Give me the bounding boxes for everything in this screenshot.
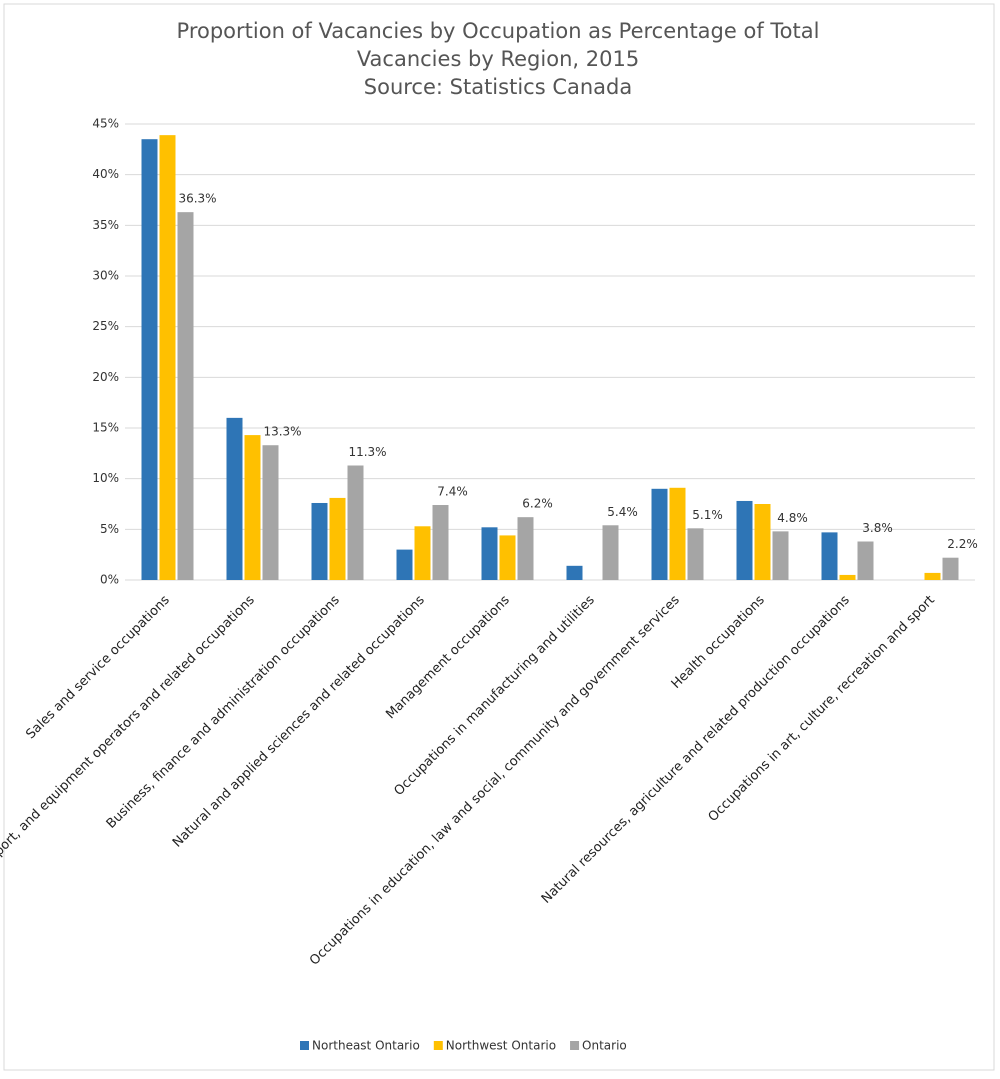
bar [924,572,941,580]
bar [566,565,583,580]
bar [329,497,346,580]
bar [347,465,364,580]
bar [651,488,668,580]
bar [177,212,194,580]
data-label: 2.2% [947,537,978,551]
chart-title: Proportion of Vacancies by Occupation as… [177,19,820,43]
y-tick-label: 30% [92,269,119,283]
legend-label: Northwest Ontario [446,1039,556,1053]
y-tick-label: 20% [92,370,119,384]
bar [499,535,516,580]
bar [311,502,328,580]
y-tick-label: 0% [100,573,119,587]
chart-frame [3,3,995,1071]
data-label: 5.4% [607,505,638,519]
bar [857,541,874,580]
y-tick-label: 5% [100,522,119,536]
y-tick-label: 25% [92,319,119,333]
bar [942,557,959,580]
legend-label: Ontario [582,1039,627,1053]
bar [839,574,856,580]
data-label: 36.3% [178,192,216,206]
bar [244,435,261,580]
x-tick-label: Natural resources, agriculture and relat… [539,593,853,907]
legend-swatch [433,1041,443,1050]
bar [687,528,704,580]
bar [754,504,771,580]
x-tick-label: Occupations in manufacturing and utiliti… [392,593,598,799]
bar [481,527,498,580]
y-tick-label: 15% [92,421,119,435]
bar [432,505,449,580]
data-label: 7.4% [437,485,468,499]
chart-subtitle: Source: Statistics Canada [364,75,632,99]
data-label: 13.3% [263,425,301,439]
data-label: 6.2% [522,497,553,511]
bar [141,139,158,580]
bar [159,135,176,580]
bar [669,487,686,580]
legend-swatch [570,1041,580,1050]
y-tick-label: 10% [92,471,119,485]
bar [262,445,279,580]
bar [396,549,413,580]
data-label: 4.8% [777,511,808,525]
y-tick-label: 45% [92,117,119,131]
bar [414,526,431,580]
legend-swatch [300,1041,309,1050]
bar [821,532,838,580]
x-tick-label: Sales and service occupations [23,593,173,743]
bar [736,500,753,580]
chart-title: Vacancies by Region, 2015 [357,47,639,71]
bar [517,517,534,580]
bar [602,525,619,580]
legend-label: Northeast Ontario [312,1039,420,1053]
bar [772,531,789,580]
data-label: 3.8% [862,521,893,535]
bar [226,417,243,580]
data-label: 5.1% [692,508,723,522]
x-tick-label: Health occupations [669,593,768,692]
y-tick-label: 35% [92,218,119,232]
y-tick-label: 40% [92,167,119,181]
data-label: 11.3% [348,445,386,459]
